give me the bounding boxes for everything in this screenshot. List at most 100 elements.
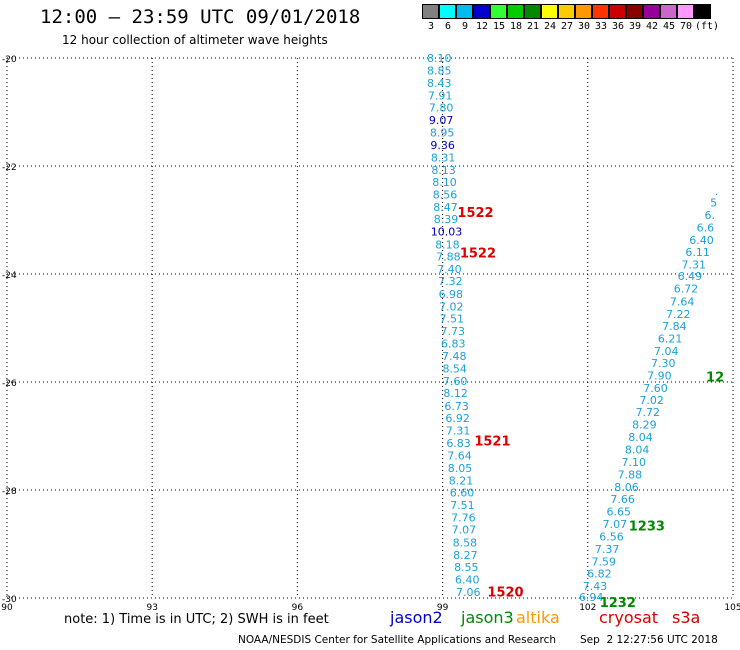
wave-height-value: 7.31 (446, 425, 471, 438)
time-label: 1520 (487, 586, 523, 601)
lon-label: 96 (292, 603, 304, 613)
scale-label: 21 (526, 21, 540, 32)
wave-height-value: 8.21 (449, 474, 474, 487)
scale-swatch (575, 4, 592, 19)
satellite-label-cryosat: cryosat (599, 608, 659, 627)
scale-label: 3 (427, 21, 435, 32)
scale-swatch (609, 4, 626, 19)
scale-swatch (694, 4, 711, 19)
wave-height-value: 6.6 (697, 222, 715, 235)
wave-height-value: 7.30 (651, 357, 676, 370)
scale-swatch (524, 4, 541, 19)
wave-height-value: 8.47 (433, 201, 458, 214)
wave-height-value: 6.65 (607, 506, 632, 519)
wave-height-value: 6.94 (579, 591, 604, 604)
wave-height-value: 8.10 (427, 52, 452, 65)
wave-height-value: 7.22 (666, 308, 691, 321)
scale-swatch (626, 4, 643, 19)
wave-height-value: 6.73 (444, 400, 469, 413)
wave-height-value: 6.40 (689, 234, 714, 247)
wave-height-value: 8.05 (448, 462, 473, 475)
wave-height-value: 7.60 (443, 375, 468, 388)
wave-height-value: 7.37 (595, 543, 620, 556)
scale-swatch (592, 4, 609, 19)
scale-label: 42 (645, 21, 659, 32)
scale-label: 15 (492, 21, 506, 32)
scale-swatch (660, 4, 677, 19)
wave-height-value: 9.07 (429, 114, 454, 127)
wave-height-value: 6.40 (455, 574, 480, 587)
wave-height-value: 7.06 (456, 586, 481, 599)
wave-height-value: 7.84 (662, 320, 687, 333)
lon-label: 93 (146, 603, 157, 613)
wave-height-value: 8.43 (427, 77, 452, 90)
wave-height-value: 7.90 (647, 370, 672, 383)
scale-label: 24 (543, 21, 557, 32)
wave-height-value: 7.10 (622, 456, 647, 469)
wave-height-value: 8.54 (442, 363, 467, 376)
lon-label: 105 (724, 603, 740, 613)
wave-height-value: 8.10 (432, 176, 457, 189)
wave-height-value: 7.32 (438, 275, 463, 288)
footer-note: note: 1) Time is in UTC; 2) SWH is in fe… (64, 612, 329, 627)
wave-height-value: 6.72 (674, 283, 699, 296)
wave-height-value: 7.31 (682, 258, 707, 271)
wave-height-value: 8.04 (625, 444, 650, 457)
wave-height-value: 6.92 (445, 412, 470, 425)
lat-label: -26 (2, 379, 17, 389)
wave-height-value: 7.51 (440, 312, 465, 325)
wave-height-value: 8.95 (430, 127, 455, 140)
scale-swatch (643, 4, 660, 19)
wave-height-value: 7.88 (436, 251, 461, 264)
scale-swatch (541, 4, 558, 19)
wave-height-value: 7.02 (439, 300, 464, 313)
wave-height-value: 7.07 (452, 523, 477, 536)
wave-height-value: 8.27 (453, 549, 478, 562)
wave-height-value: 7.07 (603, 518, 628, 531)
wave-height-value: 7.40 (437, 263, 462, 276)
wave-height-value: 8.06 (614, 481, 639, 494)
scale-label: 9 (461, 21, 469, 32)
wave-height-value: 6.83 (441, 338, 466, 351)
scale-unit: (ft) (694, 21, 720, 32)
satellite-label-jason3: jason3 (461, 608, 514, 627)
time-label: 1232 (600, 596, 636, 611)
scale-label: 6 (444, 21, 452, 32)
scale-swatch (456, 4, 473, 19)
satellite-label-altika: altika (516, 608, 560, 627)
wave-height-value: 7.66 (610, 493, 635, 506)
scale-swatch (558, 4, 575, 19)
wave-height-value: 8.13 (431, 164, 456, 177)
lat-label: -30 (2, 595, 17, 605)
wave-height-value: 7.51 (450, 499, 475, 512)
scale-label: 12 (475, 21, 489, 32)
wave-height-value: 9.36 (430, 139, 455, 152)
wave-height-value: 7.88 (618, 468, 643, 481)
wave-height-value: 7.76 (451, 512, 476, 525)
wave-height-value: 7.59 (592, 555, 617, 568)
scale-label: 39 (628, 21, 642, 32)
generation-timestamp: Sep 2 12:27:56 UTC 2018 (580, 634, 718, 646)
wave-height-value: 7.80 (429, 102, 454, 115)
satellite-label-jason2: jason2 (390, 608, 443, 627)
wave-height-value: 5 (710, 197, 717, 210)
time-label: 1522 (457, 206, 493, 221)
scale-swatch (490, 4, 507, 19)
scale-label: 33 (594, 21, 608, 32)
wave-height-value: 7.43 (583, 580, 608, 593)
wave-height-value: 6.21 (658, 332, 683, 345)
lon-label: 90 (1, 603, 13, 613)
time-label: 1521 (474, 434, 510, 449)
lat-label: -20 (2, 55, 17, 65)
wave-height-value: 8.55 (454, 561, 479, 574)
time-label: 12 (706, 371, 724, 386)
wave-height-value: 7.73 (441, 325, 466, 338)
wave-height-value: 7.60 (643, 382, 668, 395)
time-label: 1522 (460, 246, 496, 261)
wave-height-value: 7.02 (639, 394, 664, 407)
wave-height-value: 7.72 (636, 406, 661, 419)
wave-height-value: 10.03 (431, 225, 463, 238)
lat-label: -22 (2, 163, 17, 173)
wave-height-value: 7.04 (654, 345, 679, 358)
